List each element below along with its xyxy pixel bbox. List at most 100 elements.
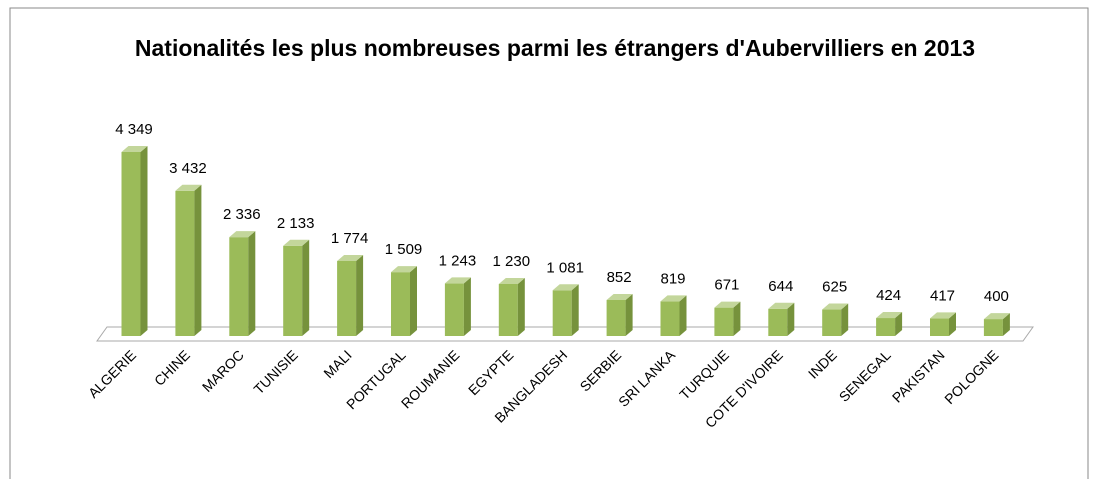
x-tick-label: ROUMANIE <box>398 347 463 412</box>
bar <box>121 146 148 336</box>
x-tick-label: CHINE <box>151 347 193 389</box>
bar-top <box>552 284 579 291</box>
bar <box>337 254 364 336</box>
bar-side <box>787 302 795 336</box>
bar-front <box>660 301 680 336</box>
bar-top <box>175 184 202 191</box>
bar-side <box>1002 313 1010 336</box>
bar-top <box>498 277 525 284</box>
bar-side <box>895 312 903 336</box>
data-label: 417 <box>930 287 955 304</box>
bar-side <box>410 266 417 336</box>
bar-front <box>283 245 303 336</box>
bar-front <box>768 308 788 336</box>
data-label: 1 509 <box>385 241 423 258</box>
bar-front <box>552 290 572 336</box>
bar-top <box>606 293 633 300</box>
data-label: 819 <box>660 270 685 287</box>
bar-top <box>229 231 256 238</box>
bar-top <box>337 254 364 261</box>
data-label: 3 432 <box>169 160 207 177</box>
bar-side <box>625 293 633 336</box>
data-label: 2 336 <box>223 206 261 223</box>
bar <box>283 239 310 336</box>
bar <box>930 312 956 336</box>
bar-front <box>444 283 464 336</box>
bar-top <box>283 239 310 246</box>
x-tick-label: INDE <box>805 347 840 382</box>
bar <box>175 184 202 336</box>
data-label: 424 <box>876 287 901 304</box>
data-label: 1 774 <box>331 230 369 247</box>
bar-side <box>733 301 741 336</box>
bar-front <box>121 152 141 336</box>
bar-top <box>930 312 956 319</box>
bar-side <box>679 295 687 336</box>
bar <box>660 295 687 336</box>
bar-side <box>463 277 471 336</box>
bar <box>444 277 471 336</box>
bar <box>498 277 525 336</box>
bar-side <box>194 184 202 336</box>
bar-side <box>140 146 148 336</box>
x-tick-label: ALGERIE <box>85 347 139 401</box>
data-label: 644 <box>768 278 793 295</box>
data-label: 2 133 <box>277 215 315 232</box>
bar-top <box>983 313 1010 320</box>
bar <box>876 312 903 336</box>
bar-side <box>841 303 849 336</box>
bar-top <box>660 295 687 302</box>
bar <box>229 231 256 336</box>
bar <box>552 284 579 336</box>
bar-top <box>391 266 417 273</box>
chart-title: Nationalités les plus nombreuses parmi l… <box>134 35 976 61</box>
bar-side <box>517 277 525 336</box>
chart-border <box>9 7 1089 479</box>
x-tick-label: MAROC <box>199 347 247 395</box>
bar-front <box>229 237 249 336</box>
bar-top <box>822 303 849 310</box>
bar-front <box>983 319 1003 336</box>
bar-top <box>444 277 471 284</box>
bar-top <box>768 302 795 309</box>
bar-top <box>714 301 741 308</box>
bar-top <box>121 146 148 152</box>
bar <box>714 301 741 336</box>
bar-side <box>248 231 256 336</box>
data-label: 852 <box>607 269 632 286</box>
data-label: 625 <box>822 279 847 296</box>
x-tick-label: PAKISTAN <box>889 347 948 406</box>
bar-front <box>822 309 842 336</box>
bar <box>983 313 1010 336</box>
x-tick-label: SENEGAL <box>836 347 894 405</box>
bar <box>391 266 417 336</box>
x-tick-label: TUNISIE <box>250 347 300 397</box>
data-label: 1 243 <box>439 252 477 269</box>
bar-front <box>175 190 195 336</box>
data-label: 400 <box>984 288 1009 305</box>
bar-side <box>949 312 956 336</box>
data-label: 1 081 <box>546 259 584 276</box>
x-tick-label: POLOGNE <box>941 347 1001 407</box>
x-tick-label: SRI LANKA <box>615 346 678 409</box>
bar-front <box>498 283 518 336</box>
bar-front <box>930 318 949 336</box>
bar <box>606 293 633 336</box>
bar-side <box>302 239 310 336</box>
x-tick-label: SERBIE <box>577 347 625 395</box>
bar-front <box>876 318 896 336</box>
bar-front <box>337 260 357 336</box>
x-tick-label: EGYPTE <box>465 347 516 398</box>
bar-front <box>391 272 410 336</box>
bar-front <box>714 307 734 336</box>
bar-side <box>571 284 579 336</box>
x-tick-label: MALI <box>320 347 354 381</box>
data-label: 1 230 <box>493 253 531 270</box>
bar-side <box>356 254 364 336</box>
bar <box>768 302 795 336</box>
data-label: 4 349 <box>115 121 153 138</box>
data-label: 671 <box>714 277 739 294</box>
bar-front <box>606 299 626 336</box>
